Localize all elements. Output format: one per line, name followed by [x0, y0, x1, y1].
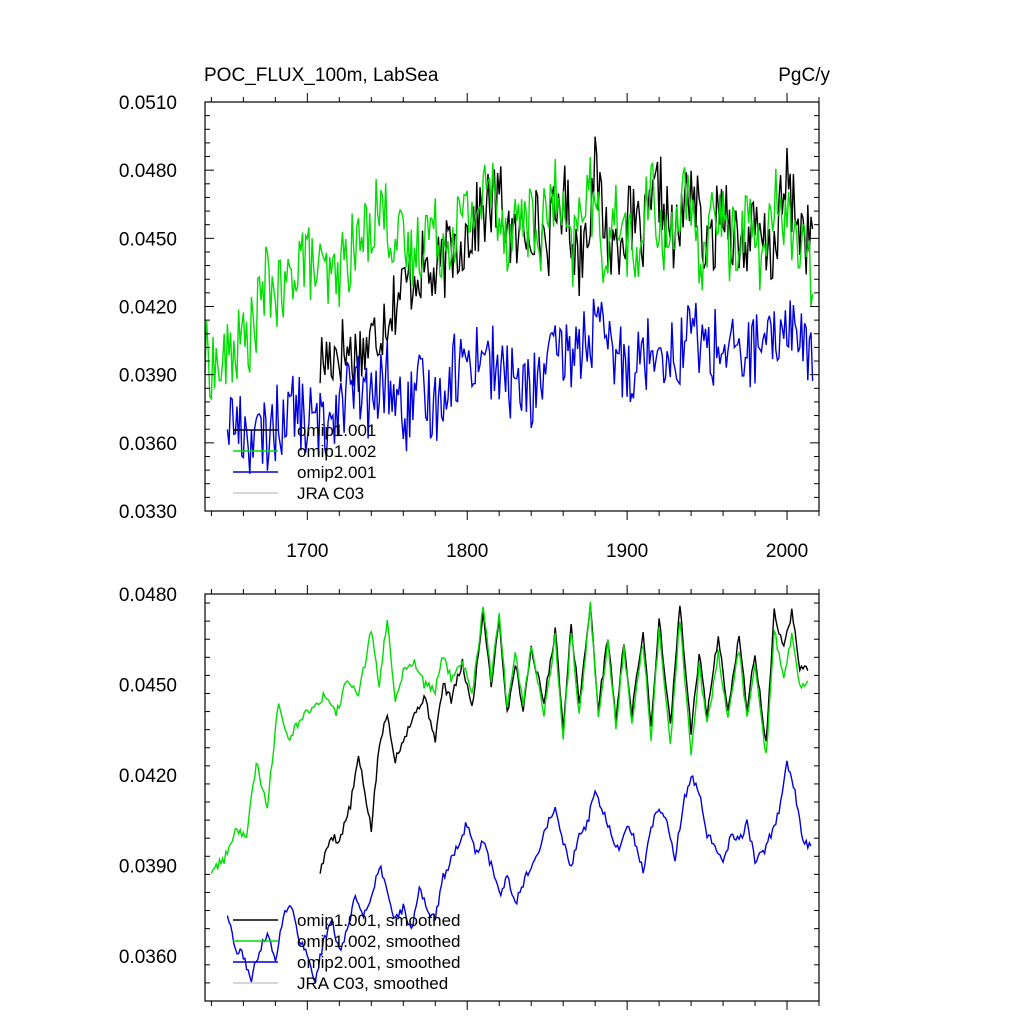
y-tick-label-2: 0.0420	[119, 766, 177, 787]
top-panel: POC_FLUX_100m, LabSea PgC/y omip1.001omi…	[119, 65, 831, 562]
y-tick-label-1: 0.0390	[119, 856, 177, 877]
bottom-legend: omip1.001, smoothed omip1.002, smoothed om…	[233, 911, 461, 993]
x-tick-label-1700: 1700	[286, 541, 328, 562]
series-line-omip2-001	[226, 298, 814, 474]
y-tick-label-0: 0.0330	[119, 502, 177, 523]
y-tick-label-4: 0.0480	[119, 585, 177, 606]
y-tick-label-1: 0.0360	[119, 434, 177, 455]
bottom-plot-frame	[204, 593, 820, 1002]
y-tick-label-0: 0.0360	[119, 947, 177, 968]
legend-label-jra-c03-smoothed: JRA C03, smoothed	[297, 974, 448, 993]
legend-label-omip2-001-smoothed: omip2.001, smoothed	[297, 953, 461, 972]
legend-label-omip1-002-smoothed: omip1.002, smoothed	[297, 932, 461, 951]
y-tick-label-5: 0.0480	[119, 161, 177, 182]
series-line-omip1-002	[204, 156, 814, 402]
series-line-omip1-001	[319, 136, 814, 392]
bottom-series-group	[210, 601, 812, 985]
chart-units: PgC/y	[778, 65, 830, 86]
bottom-axes: 0.0360 0.0390 0.0420 0.0450 0.0480	[119, 585, 820, 1010]
legend-label-omip2-001: omip2.001	[297, 463, 376, 482]
legend-label-omip1-001-smoothed: omip1.001, smoothed	[297, 911, 461, 930]
bottom-panel: omip1.001, smoothed omip1.002, smoothed om…	[119, 585, 820, 1010]
x-tick-label-1800: 1800	[446, 541, 488, 562]
x-tick-label-2000: 2000	[766, 541, 808, 562]
y-tick-label-3: 0.0450	[119, 675, 177, 696]
top-series-group	[204, 136, 814, 474]
legend-label-jra-c03: JRA C03	[297, 484, 364, 503]
y-tick-label-3: 0.0420	[119, 298, 177, 319]
series-line-omip2-001-smoothed	[226, 760, 812, 985]
legend-label-omip1-002: omip1.002	[297, 442, 376, 461]
y-tick-label-2: 0.0390	[119, 366, 177, 387]
x-tick-label-1900: 1900	[606, 541, 648, 562]
legend-label-omip1-001: omip1.001	[297, 421, 376, 440]
chart-title: POC_FLUX_100m, LabSea	[204, 65, 439, 86]
top-axes: 1700 1800 1900 2000 0.0330 0.0360 0.0390 0.0420…	[119, 93, 820, 562]
y-tick-label-4: 0.0450	[119, 229, 177, 250]
series-line-omip1-002-smoothed	[210, 601, 809, 874]
top-legend: omip1.001 omip1.002 omip2.001 JRA C03	[233, 421, 376, 503]
y-tick-label-6: 0.0510	[119, 93, 177, 114]
